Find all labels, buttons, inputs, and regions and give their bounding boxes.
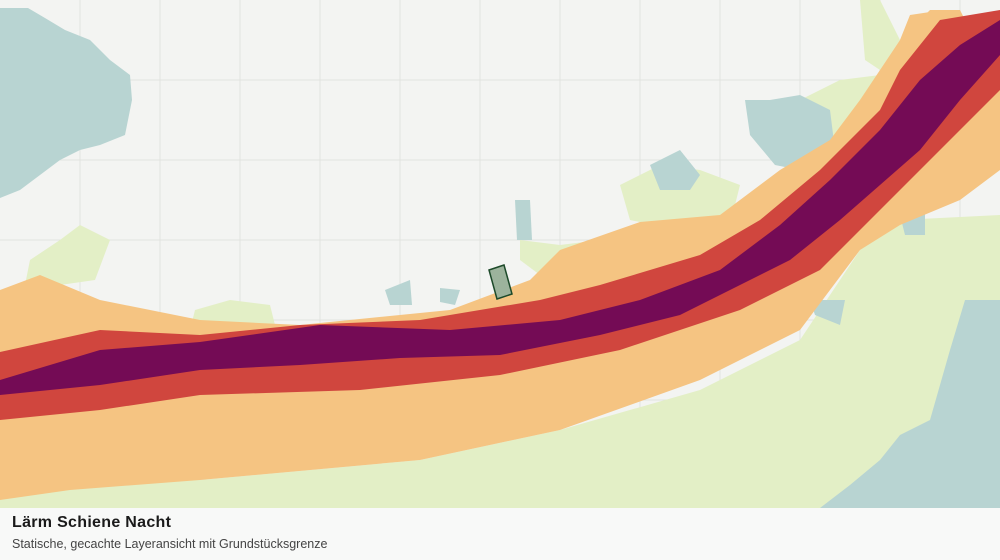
map-subtitle: Statische, gecachte Layeransicht mit Gru… [12, 537, 328, 551]
parcel-boundary [488, 264, 513, 300]
caption-panel: Lärm Schiene Nacht Statische, gecachte L… [0, 508, 1000, 560]
building-area [0, 8, 1000, 508]
map-title: Lärm Schiene Nacht [12, 514, 172, 531]
noise-zone-very-high [0, 20, 1000, 395]
map [0, 0, 1000, 508]
